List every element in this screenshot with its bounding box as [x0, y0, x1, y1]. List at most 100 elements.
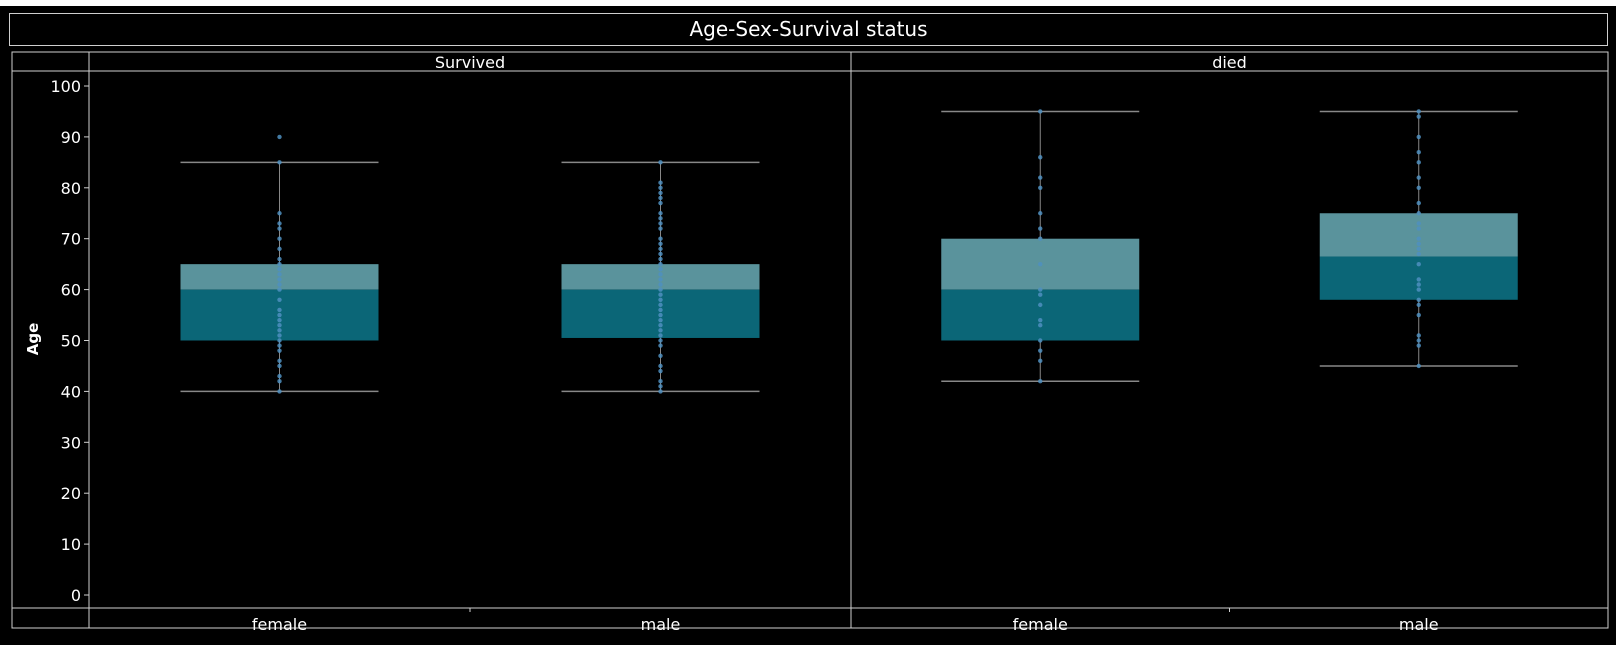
data-point — [658, 211, 663, 216]
data-point — [658, 353, 663, 358]
data-point — [1038, 358, 1043, 364]
box-died-female — [941, 109, 1140, 384]
y-tick-label: 100 — [50, 77, 81, 96]
y-axis-label: Age — [24, 323, 42, 356]
y-tick-label: 20 — [61, 484, 81, 503]
data-point — [658, 241, 663, 246]
data-point — [658, 256, 663, 262]
data-point — [1416, 287, 1421, 292]
box-survived-female — [180, 134, 379, 394]
data-point — [658, 200, 663, 206]
data-point — [1416, 200, 1421, 206]
x-tick-label: female — [1013, 615, 1068, 634]
data-point — [658, 277, 663, 282]
data-point — [658, 236, 663, 241]
data-point — [1416, 302, 1421, 308]
y-tick-label: 90 — [61, 128, 81, 147]
data-point — [1038, 379, 1043, 384]
y-tick-label: 70 — [61, 230, 81, 249]
data-point — [658, 246, 663, 252]
data-point — [1038, 338, 1043, 343]
data-point — [277, 267, 282, 272]
data-point — [1038, 211, 1043, 216]
data-point — [658, 302, 663, 308]
data-point — [1416, 312, 1421, 318]
panel-header-survived: Survived — [435, 53, 505, 72]
data-point — [1416, 338, 1421, 343]
data-point — [277, 282, 282, 287]
data-point — [1416, 261, 1421, 267]
data-point — [1416, 185, 1421, 190]
data-point — [658, 307, 663, 313]
data-point — [658, 328, 663, 333]
panel-header-died: died — [1212, 53, 1247, 72]
data-point — [658, 384, 663, 389]
data-point — [1416, 246, 1421, 252]
data-point — [277, 272, 282, 277]
box-died-male — [1319, 109, 1518, 369]
data-point — [658, 160, 663, 165]
data-point — [1038, 226, 1043, 231]
data-point — [658, 297, 663, 302]
data-point — [658, 221, 663, 226]
data-point — [277, 312, 282, 318]
data-point — [1416, 211, 1421, 216]
panel-headers: Survived died — [435, 53, 1247, 72]
data-point — [277, 226, 282, 231]
data-point — [658, 368, 663, 374]
data-point — [658, 312, 663, 318]
data-point — [1416, 343, 1421, 348]
y-tick-label: 50 — [61, 332, 81, 351]
data-point — [658, 216, 663, 221]
data-point — [658, 190, 663, 196]
box-survived-male — [561, 160, 760, 394]
data-point — [658, 287, 663, 292]
data-point — [658, 272, 663, 277]
data-point — [658, 251, 663, 257]
data-point — [1416, 221, 1421, 226]
data-point — [658, 389, 663, 394]
data-point — [277, 363, 282, 369]
x-tick-label: male — [1399, 615, 1439, 634]
data-point — [277, 211, 282, 216]
data-point — [277, 323, 282, 328]
data-point — [1416, 297, 1421, 302]
data-point — [658, 185, 663, 190]
data-point — [1416, 149, 1421, 155]
data-point — [277, 277, 282, 282]
y-tick-label: 80 — [61, 179, 81, 198]
outer-border — [11, 51, 1609, 629]
data-point — [277, 256, 282, 262]
data-point — [1416, 160, 1421, 165]
plot-marks — [180, 109, 1518, 394]
data-point — [277, 307, 282, 313]
data-point — [658, 343, 663, 348]
data-point — [1038, 261, 1043, 267]
y-tick-label: 60 — [61, 281, 81, 300]
data-point — [1038, 175, 1043, 180]
data-point — [277, 297, 282, 302]
y-tick-label: 40 — [61, 382, 81, 401]
data-point — [1416, 277, 1421, 282]
data-point — [1038, 302, 1043, 308]
data-point — [1038, 155, 1043, 160]
data-point — [1416, 226, 1421, 231]
data-point — [277, 246, 282, 252]
data-point — [277, 317, 282, 323]
data-point — [1038, 185, 1043, 190]
y-tick-label: 10 — [61, 535, 81, 554]
data-point — [1416, 333, 1421, 338]
data-point — [277, 333, 282, 338]
data-point — [277, 261, 282, 267]
data-point — [658, 338, 663, 343]
data-point — [277, 338, 282, 343]
y-axis: Age 0 10 20 30 40 50 60 70 80 90 100 — [24, 77, 89, 605]
data-point — [1416, 236, 1421, 241]
data-point — [1038, 287, 1043, 292]
data-point — [277, 221, 282, 226]
data-point — [277, 236, 282, 241]
data-point — [277, 134, 282, 140]
data-point — [1416, 109, 1421, 114]
data-point — [1038, 323, 1043, 328]
